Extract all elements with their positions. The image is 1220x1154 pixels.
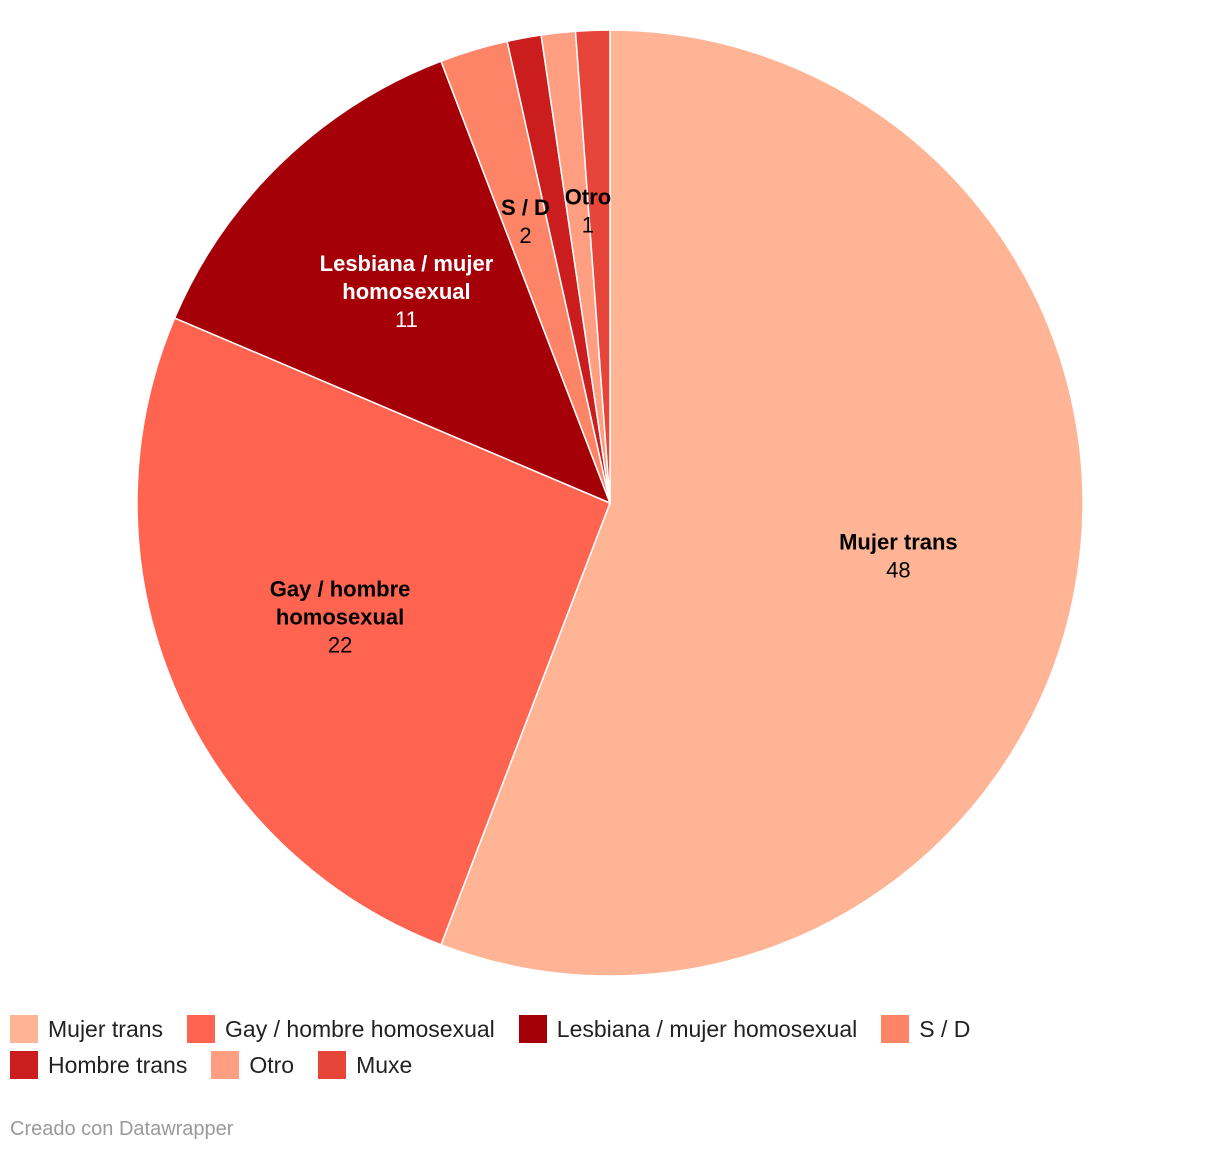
legend-label: Mujer trans bbox=[48, 1015, 164, 1042]
legend-item: Gay / hombre homosexual bbox=[187, 1015, 495, 1043]
legend-label: Gay / hombre homosexual bbox=[225, 1015, 495, 1042]
slice-label-value: 1 bbox=[582, 212, 594, 237]
legend-swatch bbox=[187, 1015, 216, 1043]
pie-slice-mujer-trans bbox=[440, 29, 1084, 977]
footer-credit: Creado con Datawrapper bbox=[10, 1118, 234, 1140]
pie-labels: Mujer trans 48 Gay / hombre homosexual 22 Les… bbox=[270, 184, 958, 657]
legend-swatch bbox=[10, 1051, 38, 1079]
legend-item: S / D bbox=[881, 1015, 970, 1043]
slice-label-name: Lesbiana / mujer bbox=[320, 251, 494, 276]
slice-label-name: S / D bbox=[501, 195, 550, 220]
legend-item: Otro bbox=[211, 1051, 294, 1079]
pie-slice-lesbiana-mujer-homosexual bbox=[173, 60, 612, 505]
slice-label-otro: Otro 1 bbox=[565, 184, 611, 237]
legend-swatch bbox=[10, 1015, 38, 1043]
legend-swatch bbox=[318, 1051, 347, 1079]
legend-label: Hombre trans bbox=[48, 1051, 188, 1078]
legend-label: Muxe bbox=[356, 1051, 413, 1078]
pie-chart: Mujer trans 48 Gay / hombre homosexual 22 Les… bbox=[136, 29, 1084, 977]
pie-chart-svg: Mujer trans 48 Gay / hombre homosexual 22 Les… bbox=[136, 29, 1084, 977]
legend-swatch bbox=[518, 1015, 547, 1043]
slice-label-name: Mujer trans bbox=[839, 529, 958, 554]
slice-label-value: 22 bbox=[328, 633, 352, 658]
legend-item: Muxe bbox=[318, 1051, 412, 1079]
legend-item: Lesbiana / mujer homosexual bbox=[518, 1015, 858, 1043]
pie-slices bbox=[136, 29, 1084, 977]
pie-slice-muxe bbox=[574, 29, 611, 504]
slice-label-lesbiana-mujer-homosexual: Lesbiana / mujer homosexual 11 bbox=[320, 251, 494, 332]
slice-label-s-d: S / D 2 bbox=[501, 195, 550, 248]
slice-label-mujer-trans: Mujer trans 48 bbox=[839, 529, 958, 582]
slice-label-gay-hombre-homosexual: Gay / hombre homosexual 22 bbox=[270, 577, 411, 658]
slice-label-name: homosexual bbox=[342, 279, 470, 304]
slice-label-value: 2 bbox=[519, 223, 531, 248]
legend-item: Hombre trans bbox=[10, 1051, 187, 1079]
chart-legend: Mujer trans Gay / hombre homosexual Lesbia… bbox=[10, 1015, 1210, 1079]
slice-label-name: homosexual bbox=[276, 605, 404, 630]
legend-swatch bbox=[211, 1051, 240, 1079]
legend-label: Otro bbox=[249, 1051, 295, 1078]
slice-label-value: 11 bbox=[395, 307, 418, 332]
legend-swatch bbox=[881, 1015, 910, 1043]
slice-label-value: 48 bbox=[886, 557, 910, 582]
pie-slice-gay-hombre-homosexual bbox=[136, 317, 611, 946]
slice-label-name: Gay / hombre bbox=[270, 577, 411, 602]
slice-label-name: Otro bbox=[565, 184, 611, 209]
legend-item: Mujer trans bbox=[10, 1015, 163, 1043]
legend-label: S / D bbox=[919, 1015, 971, 1042]
legend-label: Lesbiana / mujer homosexual bbox=[556, 1015, 858, 1042]
